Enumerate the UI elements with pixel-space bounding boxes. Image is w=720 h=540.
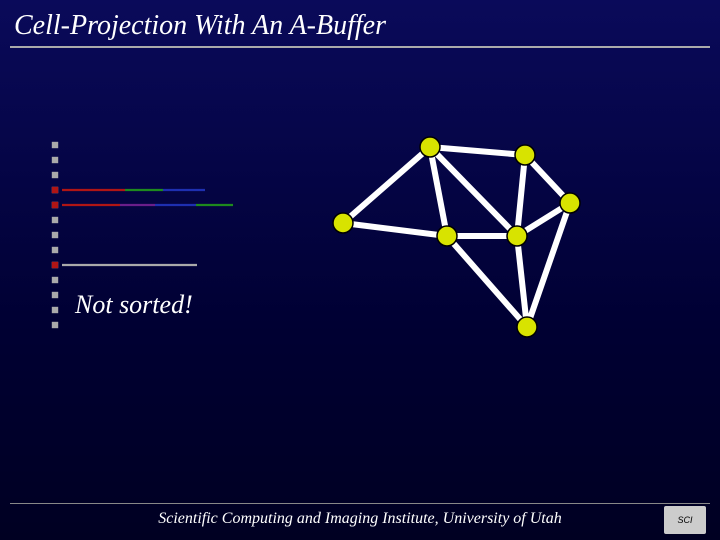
footer-text: Scientific Computing and Imaging Institu…	[0, 510, 720, 528]
fragment-dot	[52, 172, 58, 178]
mesh-node	[515, 145, 535, 165]
mesh-node	[517, 317, 537, 337]
caption-not-sorted: Not sorted!	[75, 290, 193, 320]
fragment-dot	[52, 142, 58, 148]
mesh-edge	[517, 155, 525, 236]
fragment-dot	[52, 232, 58, 238]
fragment-dot	[52, 307, 58, 313]
mesh-node	[437, 226, 457, 246]
fragment-dot	[52, 217, 58, 223]
fragment-dot-active	[52, 202, 58, 208]
mesh-edge	[447, 236, 527, 327]
page-title: Cell-Projection With An A-Buffer	[14, 10, 386, 42]
mesh-node	[507, 226, 527, 246]
mesh-edge	[343, 223, 447, 236]
mesh-node	[420, 137, 440, 157]
fragment-dot	[52, 292, 58, 298]
fragment-dot	[52, 322, 58, 328]
fragment-dot	[52, 247, 58, 253]
mesh-nodes	[333, 137, 580, 337]
mesh-edge	[430, 147, 525, 155]
sci-logo: SCI	[664, 506, 706, 534]
fragment-dot	[52, 277, 58, 283]
title-divider	[10, 46, 710, 48]
fragment-dot-active	[52, 187, 58, 193]
mesh-edge	[343, 147, 430, 223]
mesh-edge	[527, 203, 570, 327]
mesh-node	[333, 213, 353, 233]
fragment-dot	[52, 157, 58, 163]
mesh-node	[560, 193, 580, 213]
fragment-dot-active	[52, 262, 58, 268]
diagram-canvas	[0, 60, 720, 480]
footer-divider	[10, 503, 710, 504]
